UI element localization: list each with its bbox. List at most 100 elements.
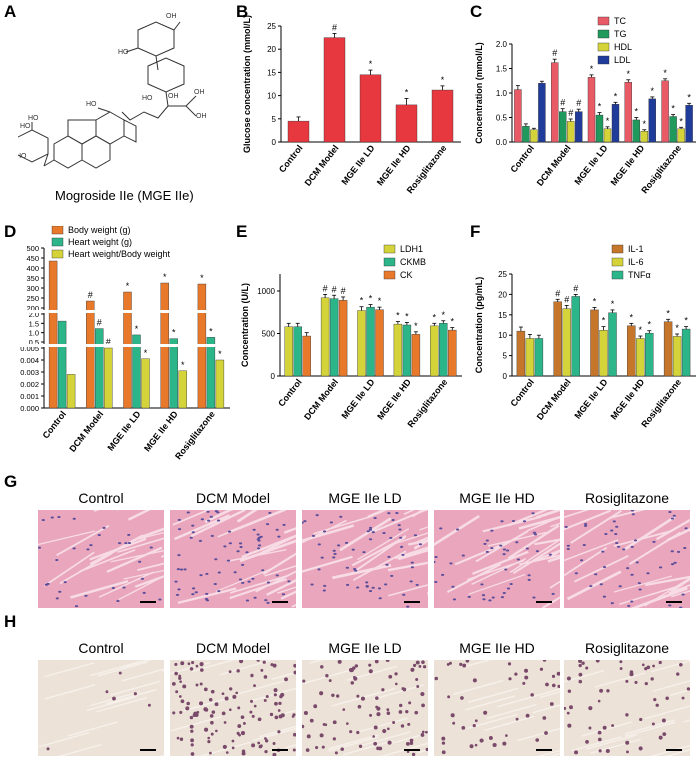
fiber-gap [110, 550, 164, 563]
bar [530, 129, 538, 143]
stained-nucleus [273, 693, 277, 697]
nucleus [602, 566, 607, 569]
nucleus [245, 551, 249, 554]
nucleus [451, 585, 455, 588]
nucleus [499, 544, 503, 547]
x-tick-label: MGE IIe LD [339, 377, 376, 421]
stained-nucleus [199, 662, 204, 667]
nucleus [371, 586, 375, 589]
stained-nucleus [250, 699, 254, 703]
he-image-rosi [564, 510, 690, 608]
stained-nucleus [448, 661, 452, 665]
stained-nucleus [336, 694, 340, 698]
nucleus [317, 543, 321, 546]
stained-nucleus [415, 660, 420, 665]
ihc-title-dcm: DCM Model [196, 640, 270, 656]
nucleus [681, 593, 685, 596]
stained-nucleus [199, 668, 204, 672]
bar [566, 121, 575, 143]
bar [104, 347, 113, 409]
nucleus [204, 598, 209, 601]
ihc-image-ld [302, 660, 428, 756]
significance-mark: # [106, 337, 111, 347]
stained-nucleus [626, 750, 629, 754]
stained-nucleus [619, 660, 623, 664]
stained-nucleus [564, 706, 567, 710]
he-title-rosi: Rosiglitazone [584, 490, 670, 506]
stained-nucleus [195, 664, 199, 668]
y-tick-label: 0.5 [496, 114, 508, 123]
nucleus [116, 600, 120, 603]
fiber-gap [130, 531, 164, 542]
fiber-gap [669, 689, 690, 697]
y-tick-label: 350 [26, 274, 39, 283]
bar [302, 335, 311, 377]
stained-nucleus [346, 722, 349, 725]
fiber-gap [137, 562, 164, 571]
stained-nucleus [171, 682, 176, 686]
stained-nucleus [280, 713, 285, 718]
stained-nucleus [349, 730, 353, 734]
fiber-gap [619, 585, 677, 605]
nucleus [72, 517, 76, 520]
significance-mark: # [564, 294, 569, 304]
stained-nucleus [638, 746, 643, 751]
fiber-gap [89, 537, 147, 561]
nucleus [351, 548, 355, 551]
significance-mark: * [635, 107, 639, 117]
nucleus [683, 546, 687, 549]
x-tick-label: Control [508, 377, 536, 408]
y-tick-label: 1.5 [29, 319, 39, 328]
fiber-gap [534, 538, 560, 546]
stained-nucleus [302, 724, 305, 729]
stained-nucleus [386, 708, 390, 712]
fiber-gap [332, 563, 392, 580]
panel-label-f: F [470, 222, 481, 241]
stained-nucleus [542, 660, 547, 662]
svg-text:HO: HO [18, 153, 27, 160]
stained-nucleus [479, 738, 484, 743]
bar [293, 326, 302, 377]
nucleus [189, 536, 193, 539]
stained-nucleus [231, 739, 235, 743]
fiber-gap [573, 554, 629, 583]
bar [66, 374, 76, 409]
nucleus [461, 554, 465, 557]
nucleus [354, 569, 358, 572]
nucleus [191, 531, 195, 534]
stained-nucleus [662, 732, 667, 737]
nucleus [209, 515, 213, 518]
ihc-title-control: Control [78, 640, 124, 656]
nucleus [618, 585, 622, 588]
fiber-gap [204, 510, 233, 524]
stained-nucleus [588, 706, 593, 711]
y-tick-label: 1.0 [29, 329, 39, 338]
nucleus [532, 531, 536, 534]
x-tick-label: MGE IIe LD [339, 143, 376, 187]
stained-nucleus [411, 752, 416, 756]
fiber-gap [539, 691, 560, 699]
nucleus [256, 547, 261, 550]
y-tick-label: 450 [26, 254, 39, 263]
stained-nucleus [272, 752, 277, 756]
stained-nucleus [535, 738, 540, 742]
legend-swatch [611, 257, 624, 267]
significance-mark: * [441, 75, 445, 85]
fiber-gap [261, 535, 296, 554]
fiber-gap [465, 695, 516, 711]
nucleus [599, 583, 603, 586]
stained-nucleus [639, 717, 643, 722]
stained-nucleus [302, 679, 306, 683]
he-image-hd [434, 510, 560, 608]
fiber-gap [339, 517, 392, 552]
stained-nucleus [483, 710, 488, 715]
stained-nucleus [118, 671, 122, 675]
fiber-gap [281, 709, 296, 715]
fiber-gap [302, 524, 355, 542]
y-tick-label: 300 [26, 284, 39, 293]
nucleus [504, 568, 508, 571]
y-tick-label: 10 [267, 92, 276, 101]
fiber-gap [644, 705, 690, 720]
significance-mark: * [663, 68, 667, 78]
fiber-gap [239, 539, 296, 563]
